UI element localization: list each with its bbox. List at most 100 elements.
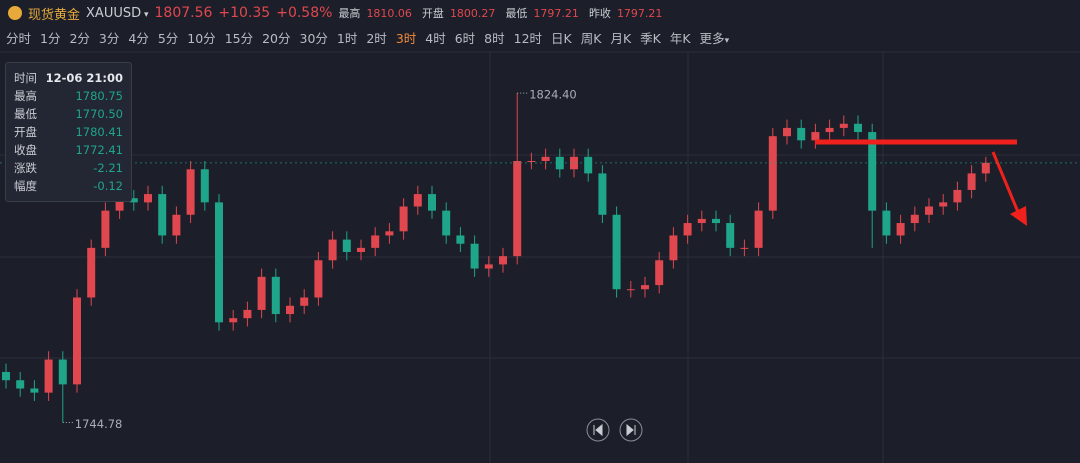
candle-body bbox=[470, 243, 479, 269]
candle-body bbox=[570, 156, 578, 170]
timeframe-tab[interactable]: 3分 bbox=[98, 31, 120, 46]
timeframe-tabs: 分时 1分 2分 3分 4分 5分 10分 15分 20分 30分 1时 2时 3时 4时 6时 8时 12时日… bbox=[6, 28, 729, 47]
timeframe-tab[interactable]: 月K bbox=[610, 31, 632, 46]
candle-body bbox=[541, 156, 550, 161]
timeframe-tab[interactable]: 30分 bbox=[299, 31, 328, 46]
tooltip-row: 涨跌 -2.21 bbox=[6, 159, 131, 177]
tooltip-label: 涨跌 bbox=[14, 161, 37, 175]
candle-body bbox=[87, 247, 96, 298]
symbol[interactable]: XAUUSD bbox=[86, 6, 148, 21]
candle-body bbox=[726, 223, 735, 248]
candle-body bbox=[442, 210, 451, 236]
timeframe-tab[interactable]: 年K bbox=[669, 31, 691, 46]
timeframe-tab[interactable]: 4时 bbox=[425, 31, 446, 46]
nav-next[interactable] bbox=[619, 418, 643, 442]
candle-body bbox=[854, 123, 862, 133]
extreme-label: 1744.78 bbox=[75, 417, 123, 431]
tooltip-value: 1770.50 bbox=[75, 107, 123, 121]
candle-body bbox=[797, 127, 806, 141]
timeframe-tab[interactable]: 1时 bbox=[336, 31, 358, 46]
timeframe-tab[interactable]: 4分 bbox=[128, 31, 149, 46]
tooltip-label: 最高 bbox=[14, 89, 37, 103]
tooltip: 时间 12-06 21:00 最高 1780.75 最低 1770.50 开盘 1780.41… bbox=[5, 62, 132, 202]
timeframe-tab[interactable]: 20分 bbox=[262, 31, 291, 46]
timeframe-tab[interactable]: 5分 bbox=[157, 31, 179, 46]
candles bbox=[2, 93, 990, 423]
timeframe-tab[interactable]: 分时 bbox=[6, 31, 32, 46]
candle-body bbox=[30, 388, 39, 393]
candle-body bbox=[499, 256, 507, 265]
instrument-name: 现货黄金 bbox=[28, 7, 81, 23]
candle-body bbox=[286, 305, 294, 315]
candle-body bbox=[229, 318, 238, 323]
candle-body bbox=[896, 223, 905, 236]
candle-body bbox=[357, 247, 365, 252]
stat-value: 1797.21 bbox=[616, 6, 663, 20]
stat-label: 最高 bbox=[338, 7, 361, 20]
extreme-label: 1824.40 bbox=[529, 88, 577, 102]
timeframe-tab[interactable]: 周K bbox=[580, 31, 602, 46]
tooltip-label: 最低 bbox=[14, 107, 37, 121]
tooltip-value: 1780.75 bbox=[75, 89, 123, 103]
candle-body bbox=[953, 189, 962, 203]
candle-body bbox=[371, 235, 380, 248]
timeframe-tab[interactable]: 更多 bbox=[700, 28, 730, 47]
timeframe-tab[interactable]: 12时 bbox=[513, 31, 543, 46]
candle-body bbox=[754, 210, 763, 248]
candle-body bbox=[626, 289, 635, 291]
timeframe-tab[interactable]: 1分 bbox=[40, 31, 61, 46]
candle-body bbox=[641, 285, 649, 290]
candle-body bbox=[413, 194, 422, 207]
candle-body bbox=[882, 210, 891, 236]
tooltip-row: 时间 12-06 21:00 bbox=[6, 69, 131, 87]
candle-body bbox=[328, 239, 337, 261]
timeframe-tab[interactable]: 2时 bbox=[366, 31, 387, 46]
candle-body bbox=[101, 210, 110, 248]
gold-icon bbox=[8, 6, 22, 20]
candle-body bbox=[669, 235, 678, 261]
candle-body bbox=[868, 132, 877, 211]
tooltip-value: 1780.41 bbox=[75, 125, 123, 139]
timeframe-tab[interactable]: 季K bbox=[640, 31, 661, 46]
candle-body bbox=[243, 309, 252, 319]
candle-body bbox=[186, 169, 195, 215]
candle-body bbox=[44, 359, 53, 393]
candle-body bbox=[910, 214, 919, 224]
candle-body bbox=[456, 235, 465, 244]
candle-body bbox=[16, 380, 25, 389]
candle-body bbox=[697, 218, 706, 224]
candle-body bbox=[144, 194, 152, 203]
change-pct: +0.58% bbox=[276, 5, 333, 21]
stat-label: 昨收 bbox=[588, 7, 611, 20]
timeframe-tab[interactable]: 日K bbox=[551, 31, 572, 46]
candle-body bbox=[200, 169, 209, 203]
timeframe-tab[interactable]: 15分 bbox=[224, 31, 254, 46]
tooltip-value: -2.21 bbox=[93, 161, 123, 175]
candle-body bbox=[172, 214, 181, 236]
nav-prev[interactable] bbox=[586, 418, 610, 442]
candle-body bbox=[825, 127, 834, 133]
timeframe-tab[interactable]: 2分 bbox=[69, 31, 90, 46]
candle-body bbox=[981, 162, 990, 174]
timeframe-tab[interactable]: 6时 bbox=[454, 31, 476, 46]
tooltip-row: 幅度 -0.12 bbox=[6, 177, 131, 195]
timeframe-tab[interactable]: 3时 bbox=[395, 31, 417, 46]
stat-value: 1810.06 bbox=[366, 6, 412, 20]
tooltip-row: 开盘 1780.41 bbox=[6, 123, 131, 141]
candle-body bbox=[939, 202, 948, 207]
timeframe-tab[interactable]: 10分 bbox=[187, 31, 216, 46]
grid bbox=[0, 51, 1080, 463]
candle-body bbox=[385, 231, 394, 236]
candle-body bbox=[271, 276, 280, 315]
tooltip-value: -0.12 bbox=[93, 179, 123, 193]
arrow-head bbox=[1010, 206, 1027, 226]
timeframe-tab[interactable]: 8时 bbox=[484, 31, 505, 46]
tooltip-label: 幅度 bbox=[14, 179, 37, 193]
candle-body bbox=[839, 123, 848, 128]
candle-body bbox=[811, 132, 820, 141]
stat-value: 1800.27 bbox=[449, 6, 496, 20]
stat-value: 1797.21 bbox=[533, 6, 579, 20]
tooltip-label: 开盘 bbox=[14, 125, 37, 139]
